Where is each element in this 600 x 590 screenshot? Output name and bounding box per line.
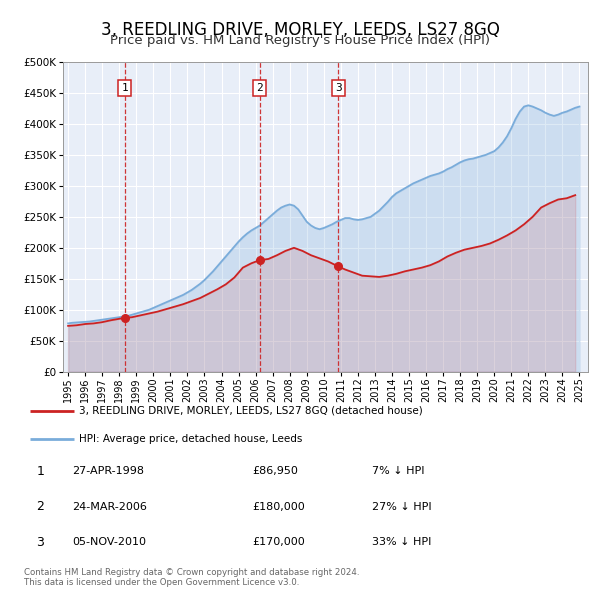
Text: £86,950: £86,950 [252,467,298,476]
Text: 3: 3 [37,536,44,549]
Text: 27% ↓ HPI: 27% ↓ HPI [372,502,431,512]
Text: 05-NOV-2010: 05-NOV-2010 [72,537,146,547]
Text: 33% ↓ HPI: 33% ↓ HPI [372,537,431,547]
Text: 3, REEDLING DRIVE, MORLEY, LEEDS, LS27 8GQ (detached house): 3, REEDLING DRIVE, MORLEY, LEEDS, LS27 8… [79,406,423,416]
Text: 3: 3 [335,83,341,93]
Text: 1: 1 [121,83,128,93]
Text: Price paid vs. HM Land Registry's House Price Index (HPI): Price paid vs. HM Land Registry's House … [110,34,490,47]
Text: £170,000: £170,000 [252,537,305,547]
Text: 27-APR-1998: 27-APR-1998 [72,467,144,476]
Text: 2: 2 [37,500,44,513]
Text: Contains HM Land Registry data © Crown copyright and database right 2024.
This d: Contains HM Land Registry data © Crown c… [24,568,359,587]
Text: 2: 2 [256,83,263,93]
Text: HPI: Average price, detached house, Leeds: HPI: Average price, detached house, Leed… [79,434,302,444]
Text: 3, REEDLING DRIVE, MORLEY, LEEDS, LS27 8GQ: 3, REEDLING DRIVE, MORLEY, LEEDS, LS27 8… [101,21,499,39]
Text: 1: 1 [37,465,44,478]
Text: £180,000: £180,000 [252,502,305,512]
Text: 7% ↓ HPI: 7% ↓ HPI [372,467,425,476]
Text: 24-MAR-2006: 24-MAR-2006 [72,502,147,512]
